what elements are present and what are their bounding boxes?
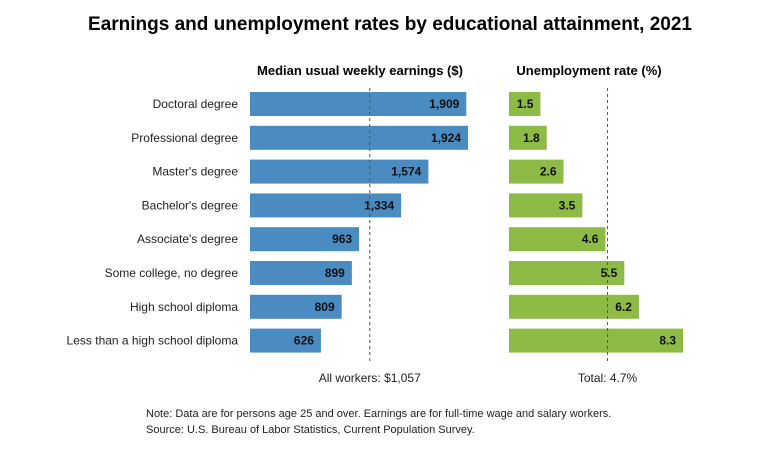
- unemployment-value-label: 1.8: [523, 131, 540, 145]
- category-label: Associate's degree: [137, 232, 238, 246]
- earnings-value-label: 626: [294, 334, 314, 348]
- unemployment-bar: [509, 159, 564, 184]
- source-text: Source: U.S. Bureau of Labor Statistics,…: [146, 424, 475, 436]
- earnings-header: Median usual weekly earnings ($): [257, 63, 463, 78]
- earnings-bar: [250, 227, 360, 252]
- earnings-value-label: 1,574: [391, 165, 421, 179]
- unemployment-bar: [509, 125, 547, 150]
- unemployment-value-label: 6.2: [615, 300, 632, 314]
- earnings-bar: [250, 159, 429, 184]
- earnings-bar: [250, 294, 342, 319]
- category-label: High school diploma: [130, 300, 238, 314]
- unemployment-value-label: 2.6: [540, 165, 557, 179]
- category-label: Professional degree: [131, 131, 238, 145]
- earnings-reference-label: All workers: $1,057: [319, 371, 421, 385]
- earnings-bar: [250, 261, 352, 285]
- unemployment-bar: [509, 227, 606, 252]
- unemployment-value-label: 3.5: [559, 198, 576, 212]
- unemployment-bar: [509, 193, 583, 218]
- unemployment-bar: [509, 261, 625, 285]
- category-label: Some college, no degree: [105, 266, 239, 280]
- category-label: Doctoral degree: [153, 97, 239, 111]
- earnings-value-label: 1,334: [364, 198, 394, 212]
- category-label: Bachelor's degree: [142, 198, 239, 212]
- earnings-value-label: 809: [315, 300, 335, 314]
- unemployment-bar: [509, 92, 541, 116]
- earnings-bar: [250, 92, 467, 116]
- chart-title: Earnings and unemployment rates by educa…: [88, 14, 692, 35]
- category-label: Master's degree: [152, 165, 238, 179]
- unemployment-value-label: 5.5: [601, 266, 618, 280]
- earnings-bar: [250, 125, 468, 150]
- unemployment-value-label: 8.3: [659, 334, 676, 348]
- note-text: Note: Data are for persons age 25 and ov…: [146, 408, 612, 420]
- unemployment-bar: [509, 294, 639, 319]
- unemployment-bar: [509, 328, 683, 353]
- unemployment-header: Unemployment rate (%): [516, 63, 661, 78]
- earnings-bar: [250, 193, 402, 218]
- earnings-value-label: 1,924: [431, 131, 461, 145]
- unemployment-value-label: 1.5: [517, 97, 534, 111]
- earnings-value-label: 963: [332, 232, 352, 246]
- unemployment-reference-label: Total: 4.7%: [578, 371, 638, 385]
- earnings-value-label: 1,909: [429, 97, 459, 111]
- earnings-bar: [250, 328, 321, 353]
- category-label: Less than a high school diploma: [67, 334, 239, 348]
- unemployment-value-label: 4.6: [582, 232, 599, 246]
- earnings-value-label: 899: [325, 266, 345, 280]
